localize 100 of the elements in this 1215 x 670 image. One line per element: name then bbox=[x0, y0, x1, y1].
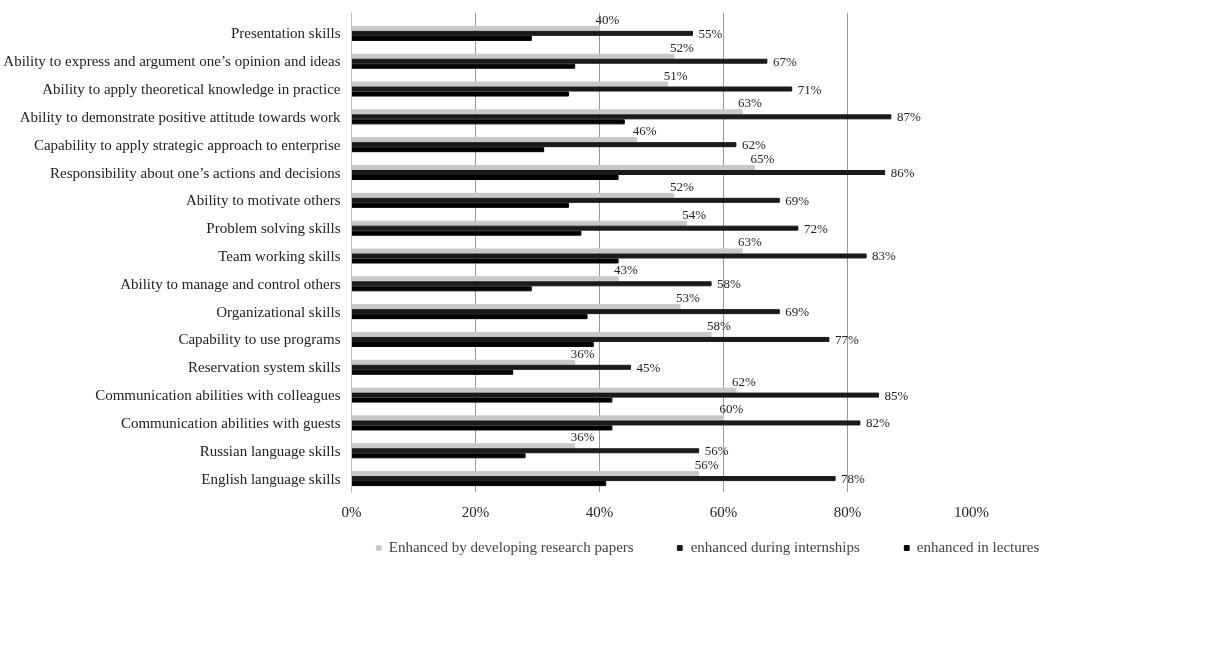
data-label: 36% bbox=[570, 345, 595, 361]
bar bbox=[351, 248, 743, 254]
data-label: 87% bbox=[896, 109, 921, 125]
bar bbox=[351, 35, 532, 41]
y-tick-label: Organizational skills bbox=[216, 303, 341, 320]
y-tick-label: Problem solving skills bbox=[206, 220, 341, 237]
bar bbox=[351, 286, 532, 292]
data-label: 56% bbox=[694, 457, 719, 473]
y-tick-label: Ability to demonstrate positive attitude towards work bbox=[19, 108, 341, 125]
bar bbox=[351, 336, 830, 342]
data-label: 86% bbox=[890, 165, 915, 180]
bar bbox=[351, 137, 638, 143]
y-tick-label: Presentation skills bbox=[230, 25, 341, 42]
bar bbox=[351, 170, 886, 175]
bar bbox=[351, 25, 600, 31]
legend-label: Enhanced by developing research papers bbox=[388, 538, 634, 556]
data-label: 85% bbox=[884, 387, 909, 403]
bar bbox=[351, 387, 737, 393]
y-tick-label: Capability to use programs bbox=[178, 331, 341, 348]
bar bbox=[351, 192, 675, 198]
data-label: 62% bbox=[731, 373, 756, 389]
bar bbox=[351, 109, 743, 115]
legend-label: enhanced during internships bbox=[690, 538, 860, 556]
bar bbox=[351, 481, 607, 487]
data-label: 43% bbox=[614, 262, 639, 278]
bar bbox=[351, 314, 588, 320]
data-label: 77% bbox=[834, 331, 859, 347]
bar bbox=[351, 341, 594, 347]
bar bbox=[351, 142, 737, 148]
data-label: 45% bbox=[636, 359, 661, 375]
data-label: 51% bbox=[663, 67, 688, 83]
bar bbox=[351, 392, 879, 398]
y-tick-label: Communication abilities with colleagues bbox=[95, 387, 341, 404]
data-label: 82% bbox=[865, 415, 890, 431]
data-label: 53% bbox=[676, 290, 701, 306]
bar bbox=[351, 258, 619, 264]
bar bbox=[351, 425, 613, 431]
y-tick-label: Reservation system skills bbox=[188, 359, 341, 376]
x-tick-label: 40% bbox=[585, 503, 614, 520]
data-label: 54% bbox=[682, 206, 707, 222]
y-tick-label: Capability to apply strategic approach to enterprise bbox=[33, 136, 341, 153]
bar bbox=[351, 202, 569, 208]
bar bbox=[351, 471, 700, 477]
y-tick-label: Russian language skills bbox=[199, 442, 341, 459]
bar bbox=[351, 331, 712, 337]
y-tick-label: English language skills bbox=[201, 470, 341, 487]
y-tick-label: Responsibility about one’s actions and decisions bbox=[50, 164, 341, 181]
y-tick-label: Ability to apply theoretical knowledge in practice bbox=[42, 81, 341, 98]
x-tick-label: 0% bbox=[341, 503, 362, 520]
legend-label: enhanced in lectures bbox=[916, 538, 1040, 556]
bar bbox=[351, 309, 780, 315]
data-label: 71% bbox=[797, 81, 822, 97]
y-tick-label: Team working skills bbox=[218, 247, 341, 264]
data-label: 46% bbox=[632, 123, 657, 139]
bar bbox=[351, 476, 836, 482]
data-label: 56% bbox=[704, 443, 729, 459]
bar bbox=[351, 453, 526, 459]
bar bbox=[351, 415, 724, 421]
data-label: 58% bbox=[707, 317, 732, 333]
data-label: 58% bbox=[717, 276, 742, 292]
data-label: 63% bbox=[738, 234, 763, 250]
bar bbox=[351, 364, 631, 370]
x-tick-label: 60% bbox=[709, 503, 738, 520]
data-label: 69% bbox=[785, 192, 810, 208]
data-label: 65% bbox=[750, 150, 775, 166]
data-label: 67% bbox=[772, 53, 797, 69]
y-tick-label: Communication abilities with guests bbox=[120, 414, 341, 431]
bar bbox=[351, 147, 545, 153]
bar bbox=[351, 197, 780, 203]
bar bbox=[351, 304, 681, 310]
data-label: 40% bbox=[595, 11, 620, 27]
data-label: 78% bbox=[841, 471, 866, 487]
bar bbox=[351, 30, 693, 36]
y-tick-label: Ability to motivate others bbox=[185, 192, 341, 209]
data-label: 55% bbox=[698, 25, 723, 41]
bar bbox=[351, 114, 892, 120]
bar bbox=[351, 164, 755, 170]
bar bbox=[351, 225, 799, 231]
x-tick-label: 20% bbox=[461, 503, 490, 520]
data-label: 36% bbox=[570, 429, 595, 445]
bar bbox=[351, 281, 712, 287]
data-label: 63% bbox=[738, 95, 763, 111]
bar bbox=[351, 253, 867, 259]
bar bbox=[351, 230, 582, 236]
bar bbox=[351, 448, 700, 454]
bar bbox=[351, 359, 576, 365]
data-label: 52% bbox=[669, 39, 694, 55]
data-label: 69% bbox=[785, 304, 810, 320]
bar bbox=[351, 53, 675, 59]
x-tick-label: 100% bbox=[954, 503, 989, 520]
data-label: 62% bbox=[741, 137, 766, 153]
bar bbox=[351, 175, 619, 181]
bar bbox=[351, 63, 576, 69]
bar bbox=[351, 86, 793, 92]
bar bbox=[351, 220, 687, 226]
bar bbox=[351, 443, 576, 449]
y-tick-label: Ability to manage and control others bbox=[120, 275, 341, 292]
bar bbox=[351, 91, 569, 97]
bar bbox=[351, 420, 861, 426]
y-tick-label: Ability to express and argument one’s opinion and ideas bbox=[3, 53, 341, 70]
